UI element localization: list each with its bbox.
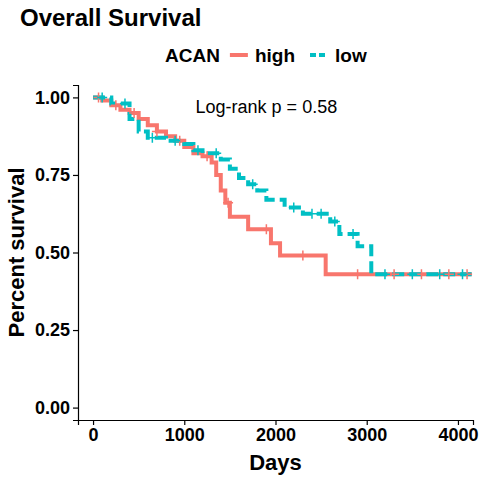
annotation: Log-rank p = 0.58: [196, 97, 338, 117]
tick: 4000: [438, 420, 478, 445]
censor-mark: [147, 133, 157, 143]
censor-mark: [289, 203, 299, 213]
marks: [93, 92, 472, 279]
tick: 1.00: [35, 88, 78, 108]
tick: 3000: [347, 420, 387, 445]
legend-label: high: [255, 45, 295, 66]
tick-label: 2000: [256, 425, 296, 445]
chart: 0 1000 2000 3000 4000 0.00 0.25 0.50 0.75 1.00 Log…: [0, 0, 480, 480]
tick-mark: [73, 252, 78, 253]
y-axis-title: Percent survival: [4, 168, 29, 338]
tick-label: 1.00: [35, 88, 70, 108]
tick-label: 0.00: [35, 398, 70, 418]
censor-mark: [193, 145, 203, 155]
legend-swatch: [310, 53, 328, 57]
censor-mark: [261, 224, 271, 234]
tick-mark: [73, 175, 78, 176]
tick-label: 0.25: [35, 320, 70, 340]
y-axis: 0.00 0.25 0.50 0.75 1.00: [35, 86, 79, 421]
censor-mark: [248, 179, 258, 189]
tick: 0.00: [35, 398, 78, 418]
censor-mark: [416, 269, 426, 279]
censor-mark: [211, 148, 221, 158]
censor-mark: [298, 251, 308, 261]
tick-mark: [73, 97, 78, 98]
censor-mark: [97, 92, 107, 102]
censor-mark: [111, 100, 121, 110]
tick: 0.25: [35, 320, 78, 340]
tick-label: 0.50: [35, 243, 70, 263]
tick-label: 4000: [438, 425, 478, 445]
tick-label: 0.75: [35, 165, 70, 185]
censor-mark: [407, 269, 417, 279]
tick: 0.50: [35, 243, 78, 263]
legend-title: ACAN: [165, 45, 220, 66]
tick-mark: [73, 330, 78, 331]
censor-mark: [316, 209, 326, 219]
censor-mark: [223, 198, 233, 208]
censor-mark: [435, 269, 445, 279]
legend: ACAN high low: [165, 45, 367, 66]
censor-mark: [389, 269, 399, 279]
censor-mark: [129, 108, 139, 118]
x-axis: 0 1000 2000 3000 4000: [79, 420, 479, 445]
tick-label: 3000: [347, 425, 387, 445]
censor-mark: [307, 209, 317, 219]
tick: 1000: [165, 420, 205, 445]
censor-mark: [458, 269, 468, 279]
censor-mark: [202, 151, 212, 161]
tick-label: 0: [89, 425, 99, 445]
axis-line: [73, 86, 79, 421]
censor-mark: [444, 269, 454, 279]
x-axis-title: Days: [249, 450, 302, 475]
legend-label: low: [335, 45, 367, 66]
tick-label: 1000: [165, 425, 205, 445]
survival-line: [93, 97, 472, 274]
tick: 0: [89, 420, 99, 445]
censor-mark: [348, 229, 358, 239]
censor-mark: [120, 99, 130, 109]
censor-mark: [380, 269, 390, 279]
censor-mark: [152, 127, 162, 137]
title: Overall Survival: [20, 4, 201, 31]
tick: 0.75: [35, 165, 78, 185]
plot-area: 0 1000 2000 3000 4000 0.00 0.25 0.50 0.75 1.00 Log…: [35, 86, 479, 445]
censor-mark: [353, 269, 363, 279]
tick: 2000: [256, 420, 296, 445]
tick-mark: [73, 407, 78, 408]
legend-swatch: [230, 53, 248, 57]
survival-line: [93, 97, 472, 274]
censor-mark: [330, 216, 340, 226]
censor-mark: [170, 136, 180, 146]
